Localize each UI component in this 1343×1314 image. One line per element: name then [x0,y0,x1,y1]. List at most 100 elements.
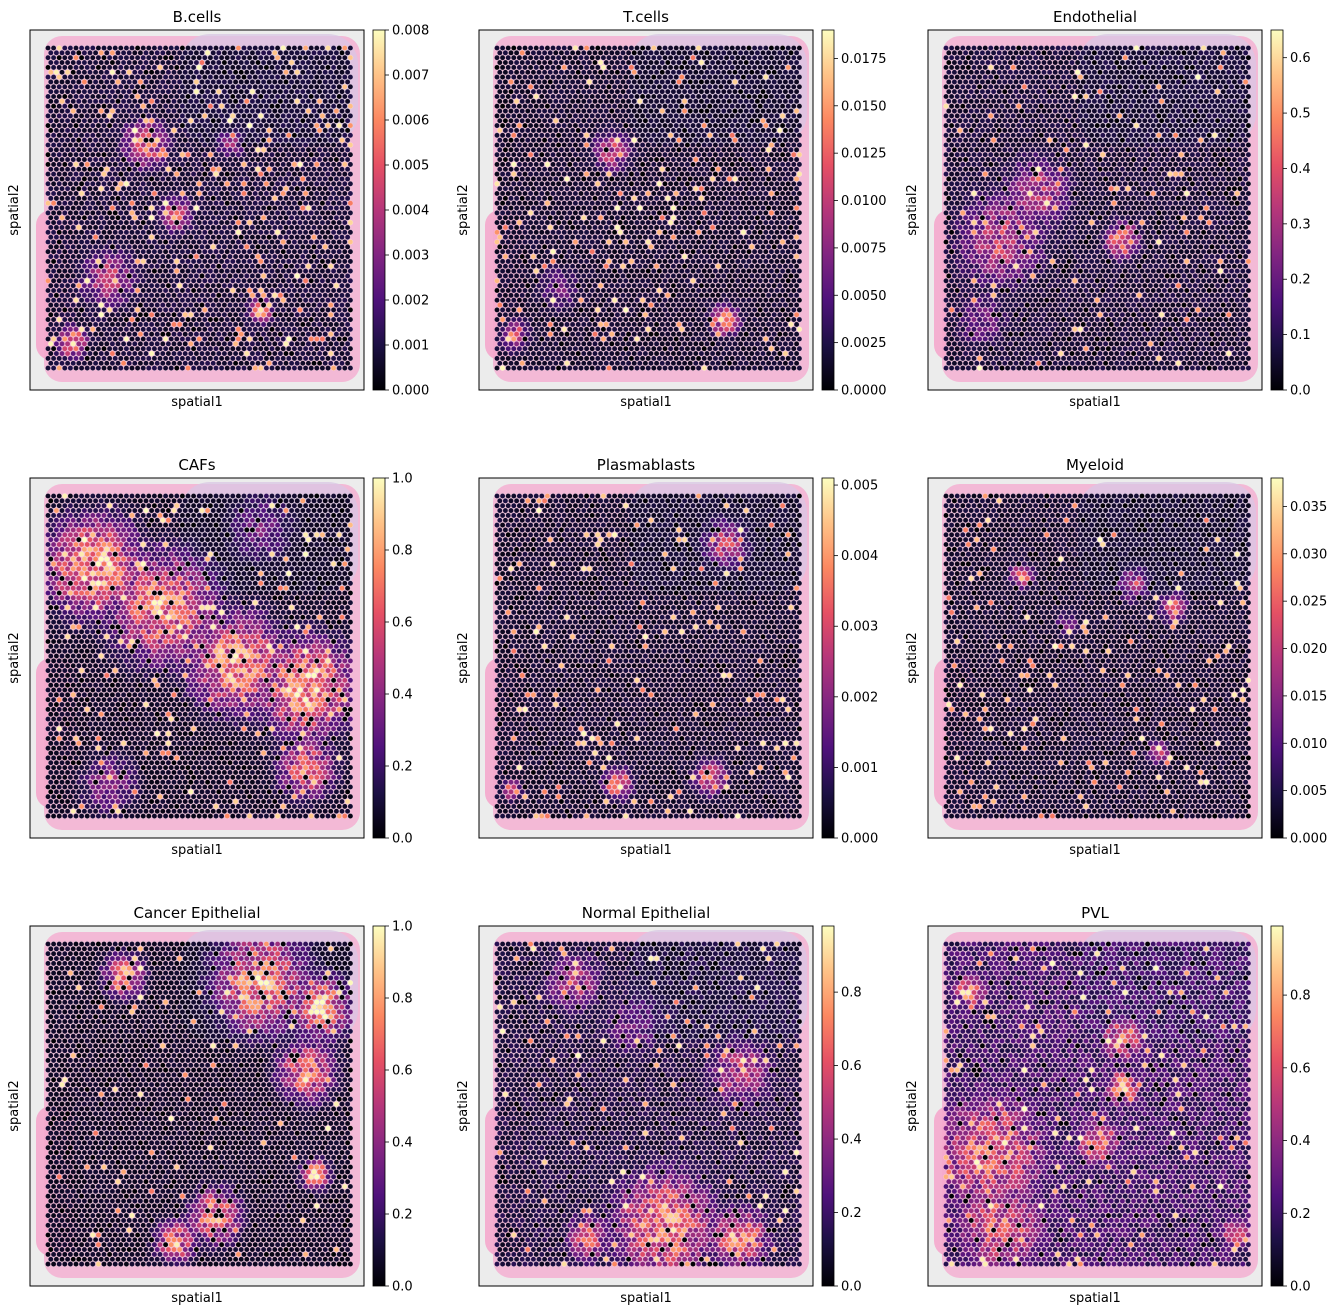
spot [283,273,289,279]
spot [81,331,88,337]
spot [673,103,679,109]
spot [232,127,239,134]
spot [70,263,76,269]
spot [553,156,559,163]
spot [527,151,534,158]
spot [305,350,312,357]
spot [246,229,253,236]
spot [508,147,514,153]
spot [146,84,152,90]
spot [561,54,567,61]
spot [230,181,236,187]
spot [154,156,160,163]
spot [168,142,174,148]
spot [188,98,194,105]
spot [328,98,334,105]
spot [620,108,626,114]
spot [140,74,146,80]
spot [207,229,214,236]
spot [176,69,183,75]
spot [221,147,228,153]
spot [519,88,525,95]
spot [104,321,110,328]
spot [190,54,197,61]
spot [78,336,85,342]
spot [291,355,298,362]
spot [255,166,261,172]
spot [544,64,551,71]
spot [227,176,233,182]
spot [597,156,604,163]
spot [230,74,236,80]
spot [272,224,278,231]
spot [115,108,121,114]
spot [637,108,643,114]
spot [684,113,691,119]
spot [143,118,149,124]
spot [625,156,632,163]
spot [160,127,166,134]
spot [288,98,295,105]
spot [210,108,216,114]
spot [547,59,553,66]
spot [78,297,85,303]
spot [67,268,74,274]
spot [221,312,228,318]
spot [232,321,239,328]
spot [611,74,618,80]
spot [232,98,239,105]
spot [280,345,286,352]
spot [662,113,668,119]
spot [238,302,244,308]
spot [199,234,205,240]
spot [567,122,573,129]
spot [115,350,121,357]
spot [754,127,761,134]
spot [263,45,270,51]
spot [70,127,76,134]
spot [777,127,783,134]
spot [241,74,247,80]
spot [505,54,511,61]
spot [213,316,219,323]
spot [235,355,242,362]
spot [137,98,144,105]
spot [291,345,298,352]
spot [502,127,509,134]
spot [280,268,286,274]
spot [302,307,309,313]
spot [553,118,559,124]
spot [62,142,68,148]
spot [84,74,90,80]
spot [505,45,511,51]
spot [302,190,309,197]
spot [70,292,76,299]
spot [190,210,197,216]
spot [788,88,794,95]
spot [617,74,623,80]
spot [45,365,51,371]
spot [316,360,323,366]
spot [210,273,216,279]
spot [502,147,509,153]
spot [258,64,264,71]
spot [291,248,298,255]
spot [609,108,615,114]
spot [611,45,618,51]
spot [132,312,138,318]
spot [84,64,90,71]
spot [84,336,90,342]
spot [656,74,663,80]
spot [204,176,211,182]
spot [333,321,340,328]
spot [92,69,99,75]
spot [143,350,149,357]
spot [266,88,272,95]
spot [342,45,348,51]
spot [729,84,735,90]
spot [210,302,216,308]
spot [95,248,102,255]
spot [162,355,169,362]
spot [132,88,138,95]
spot [272,312,278,318]
